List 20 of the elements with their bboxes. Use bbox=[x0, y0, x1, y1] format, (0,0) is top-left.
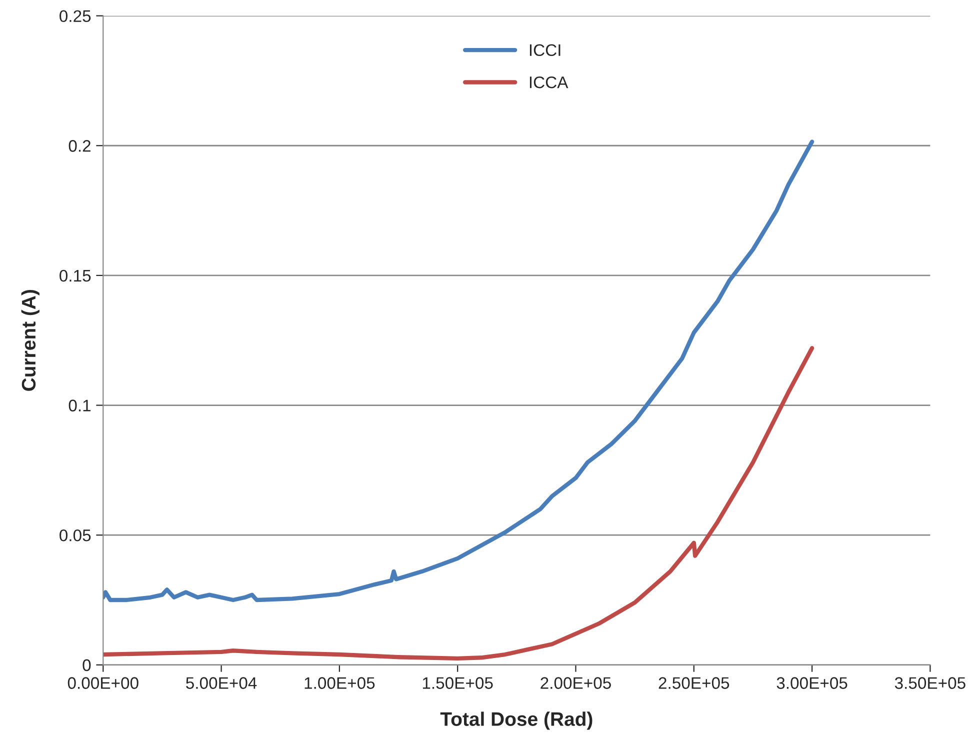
y-tick-label: 0.05 bbox=[60, 529, 91, 542]
x-tick-label: 2.50E+05 bbox=[658, 677, 730, 689]
y-tick-label: 0.2 bbox=[68, 140, 90, 152]
y-tick-label: 0.1 bbox=[68, 400, 91, 412]
legend-label: ICCA bbox=[530, 76, 568, 88]
line-series bbox=[103, 140, 814, 602]
x-tick-label: 3.50E+05 bbox=[894, 677, 966, 689]
x-tick-label: 2.00E+05 bbox=[540, 677, 611, 689]
legend-label: ICCI bbox=[530, 44, 560, 56]
x-tick-label: 1.50E+05 bbox=[422, 677, 493, 689]
x-tick-label: 5.00E+04 bbox=[186, 677, 257, 689]
y-tick-label: 0.25 bbox=[60, 10, 91, 22]
x-tick-label: 1.00E+05 bbox=[304, 677, 375, 689]
y-axis-title: Current (A) bbox=[21, 290, 40, 391]
x-axis-title: Total Dose (Rad) bbox=[440, 712, 592, 730]
x-tick-label: 3.00E+05 bbox=[776, 677, 848, 689]
line-series bbox=[103, 346, 814, 660]
y-tick-label: 0 bbox=[82, 659, 91, 672]
y-tick-label: 0.15 bbox=[60, 270, 91, 282]
x-tick-label: 0.00E+00 bbox=[68, 677, 138, 689]
